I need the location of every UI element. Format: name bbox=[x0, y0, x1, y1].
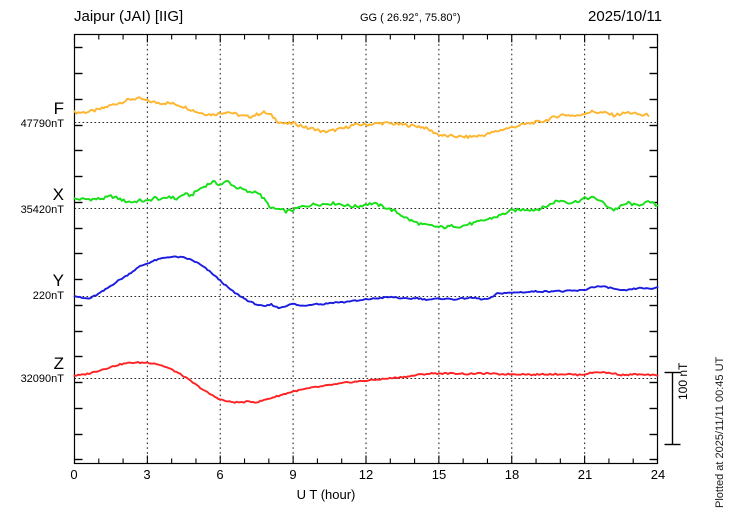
component-label-x: X 35420nT bbox=[4, 186, 64, 217]
geographic-coordinates: GG ( 26.92°, 75.80°) bbox=[360, 12, 461, 24]
x-tick-15: 15 bbox=[431, 467, 447, 482]
component-symbol-f: F bbox=[53, 99, 64, 118]
plot-frame bbox=[73, 33, 659, 465]
trace-y bbox=[73, 255, 659, 310]
component-baseline-z: 32090nT bbox=[20, 373, 64, 385]
component-baseline-f: 47790nT bbox=[20, 118, 64, 130]
component-symbol-x: X bbox=[52, 185, 64, 204]
component-label-z: Z 32090nT bbox=[4, 355, 64, 386]
component-symbol-y: Y bbox=[52, 271, 64, 290]
x-tick-9: 9 bbox=[289, 467, 297, 482]
component-label-f: F 47790nT bbox=[4, 100, 64, 131]
x-tick-18: 18 bbox=[504, 467, 520, 482]
x-tick-3: 3 bbox=[143, 467, 151, 482]
x-axis-title-text: U T (hour) bbox=[296, 487, 356, 502]
x-tick-24: 24 bbox=[650, 467, 666, 482]
trace-x bbox=[73, 179, 659, 230]
trace-f bbox=[73, 96, 650, 140]
x-tick-12: 12 bbox=[358, 467, 374, 482]
trace-z bbox=[73, 361, 659, 404]
x-tick-0: 0 bbox=[70, 467, 78, 482]
x-tick-21: 21 bbox=[577, 467, 593, 482]
x-axis-title: U T (hour) bbox=[0, 487, 730, 502]
station-title: Jaipur (JAI) [IIG] bbox=[74, 8, 184, 25]
plotted-timestamp: Plotted at 2025/11/11 00:45 UT bbox=[714, 356, 726, 508]
component-baseline-y: 220nT bbox=[32, 290, 64, 302]
scale-bar-label: 100 nT bbox=[676, 362, 690, 400]
observation-date: 2025/10/11 bbox=[588, 8, 662, 25]
component-baseline-x: 35420nT bbox=[20, 204, 64, 216]
component-symbol-z: Z bbox=[53, 354, 64, 373]
x-tick-6: 6 bbox=[216, 467, 224, 482]
component-label-y: Y 220nT bbox=[4, 272, 64, 303]
